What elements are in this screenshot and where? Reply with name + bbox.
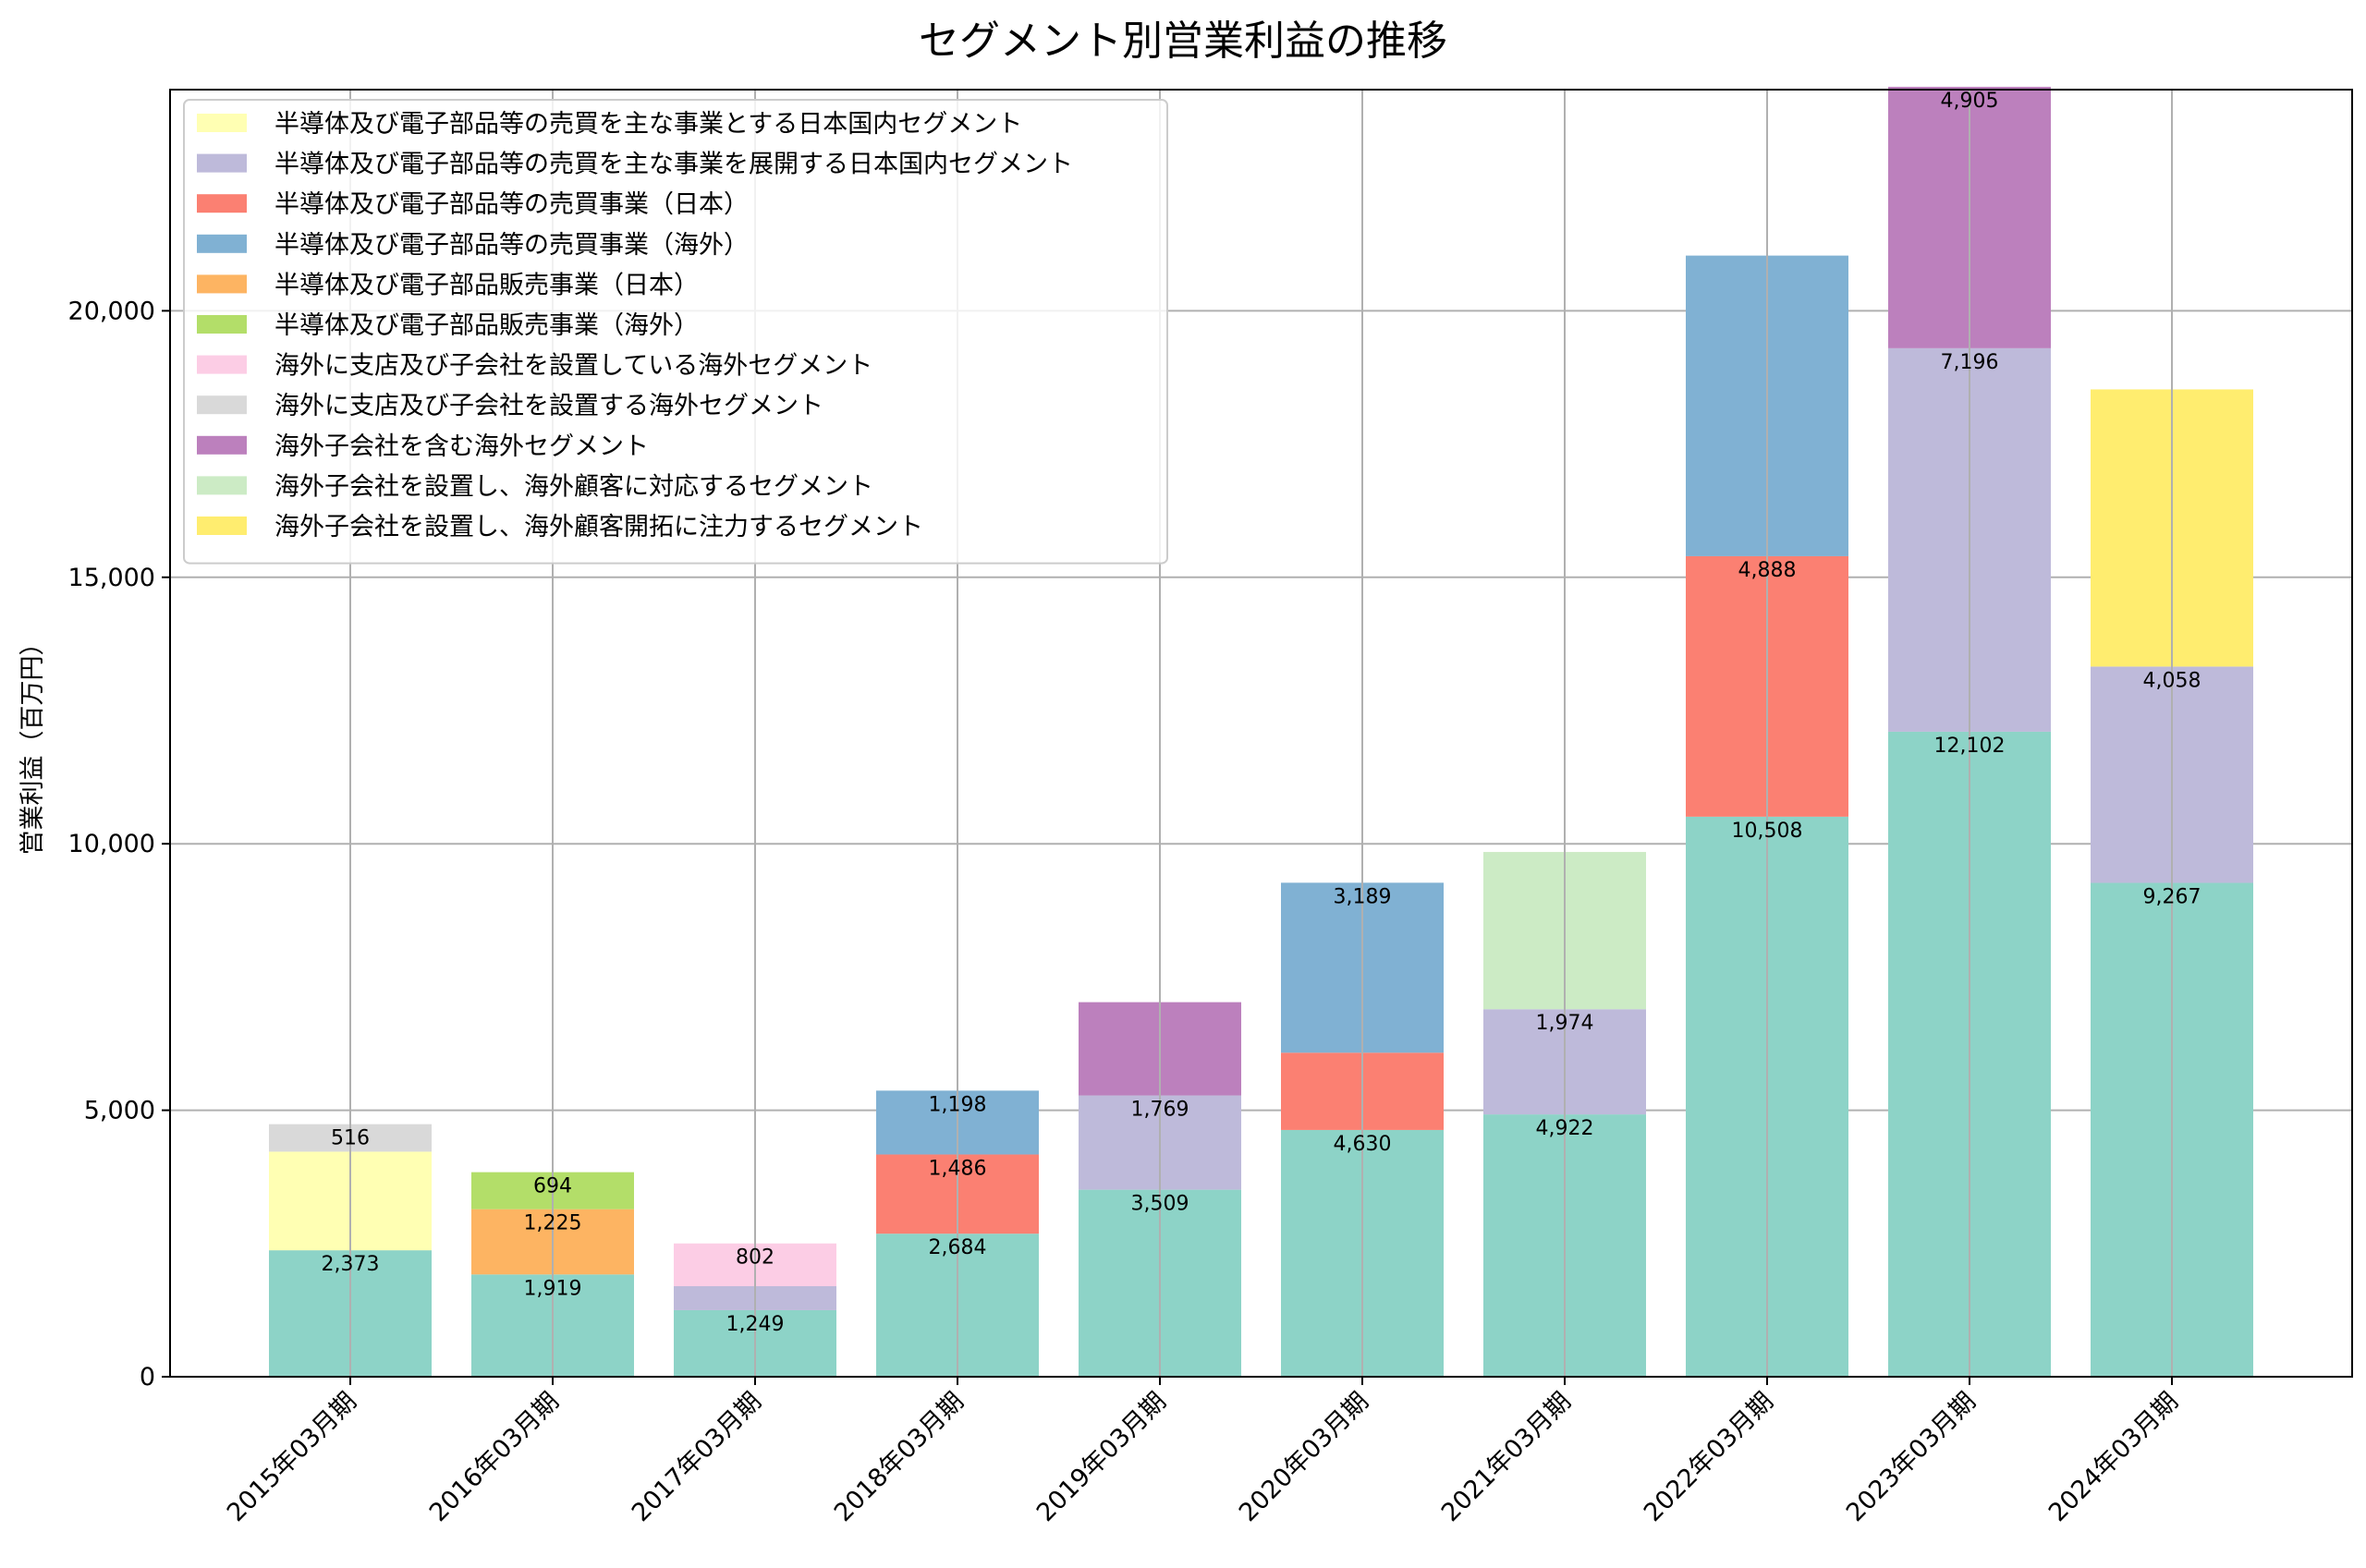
x-tick-label: 2023年03月期 — [1841, 1387, 1982, 1527]
x-tick-label: 2016年03月期 — [424, 1387, 565, 1527]
x-tick-label: 2015年03月期 — [222, 1387, 362, 1527]
legend-box — [183, 99, 1168, 565]
x-tick-label: 2017年03月期 — [627, 1387, 767, 1527]
x-tick-label: 2020年03月期 — [1234, 1387, 1374, 1527]
bar-label: 1,974 — [1536, 1012, 1594, 1035]
bar-label: 1,769 — [1131, 1099, 1189, 1122]
y-tick-label: 20,000 — [68, 297, 155, 325]
bar-label: 516 — [331, 1127, 370, 1150]
bar-label: 4,905 — [1941, 90, 1999, 113]
bar-label: 7,196 — [1941, 351, 1999, 374]
bar-label: 4,058 — [2143, 669, 2201, 692]
legend-swatch — [197, 395, 247, 415]
bar-label: 3,189 — [1334, 885, 1392, 908]
x-tick-label: 2018年03月期 — [829, 1387, 970, 1527]
y-tick-label: 5,000 — [84, 1097, 155, 1125]
bar-label: 3,509 — [1131, 1193, 1189, 1216]
legend-entry: 海外子会社を含む海外セグメント — [274, 432, 649, 461]
legend-entry: 半導体及び電子部品販売事業（日本） — [274, 271, 699, 299]
bar-label: 4,922 — [1536, 1117, 1594, 1140]
x-tick-label: 2021年03月期 — [1436, 1387, 1577, 1527]
legend-swatch — [197, 234, 247, 253]
x-tick-label: 2022年03月期 — [1639, 1387, 1779, 1527]
legend-swatch — [197, 114, 247, 132]
bar-label: 1,249 — [726, 1313, 785, 1336]
bar-label: 694 — [533, 1175, 572, 1198]
bar-label: 1,486 — [929, 1157, 987, 1180]
x-tick-label: 2024年03月期 — [2043, 1387, 2184, 1527]
legend-entry: 半導体及び電子部品等の売買事業（海外） — [274, 231, 749, 260]
plot-frame — [169, 89, 2353, 1378]
legend-swatch — [197, 517, 247, 535]
legend-swatch — [197, 435, 247, 455]
legend-swatch — [197, 315, 247, 334]
bar-labels-layer: 2,373 516 1,919 1,225 694 1,249 802 2,684 1,486 1… — [322, 90, 2201, 1336]
legend-entry: 海外に支店及び子会社を設置する海外セグメント — [274, 392, 823, 420]
legend-swatch — [197, 153, 247, 173]
bar-label: 10,508 — [1732, 820, 1803, 843]
legend: 半導体及び電子部品等の売買を主な事業とする日本国内セグメント半導体及び電子部品等… — [183, 99, 1168, 565]
x-tick-label: 2019年03月期 — [1031, 1387, 1172, 1527]
bar-label: 12,102 — [1934, 735, 2006, 758]
legend-entry: 半導体及び電子部品等の売買事業（日本） — [274, 190, 749, 219]
bar-label: 2,684 — [929, 1236, 987, 1259]
legend-entry: 海外に支店及び子会社を設置している海外セグメント — [274, 352, 872, 381]
legend-swatch — [197, 355, 247, 374]
bar-label: 1,198 — [929, 1093, 987, 1116]
bar-label: 2,373 — [322, 1253, 380, 1276]
legend-entry: 半導体及び電子部品等の売買を主な事業を展開する日本国内セグメント — [274, 151, 1073, 179]
bar-label: 1,919 — [524, 1277, 582, 1300]
y-tick-label: 10,000 — [68, 830, 155, 858]
legend-swatch — [197, 476, 247, 495]
y-tick-label: 0 — [140, 1363, 155, 1392]
legend-swatch — [197, 194, 247, 213]
bar-label: 4,888 — [1738, 559, 1797, 582]
bar-label: 9,267 — [2143, 885, 2201, 908]
y-axis-label: 営業利益（百万円） — [18, 631, 47, 856]
bar-label: 4,630 — [1334, 1133, 1392, 1156]
bar-label: 802 — [736, 1246, 774, 1270]
chart-title: セグメント別営業利益の推移 — [919, 18, 1447, 65]
legend-entry: 海外子会社を設置し、海外顧客開拓に注力するセグメント — [274, 513, 923, 541]
y-tick-label: 15,000 — [68, 564, 155, 592]
bar-label: 1,225 — [524, 1212, 582, 1235]
legend-entry: 半導体及び電子部品販売事業（海外） — [274, 311, 699, 340]
legend-entry: 半導体及び電子部品等の売買を主な事業とする日本国内セグメント — [274, 110, 1022, 139]
legend-swatch — [197, 274, 247, 294]
legend-entry: 海外子会社を設置し、海外顧客に対応するセグメント — [274, 472, 873, 501]
